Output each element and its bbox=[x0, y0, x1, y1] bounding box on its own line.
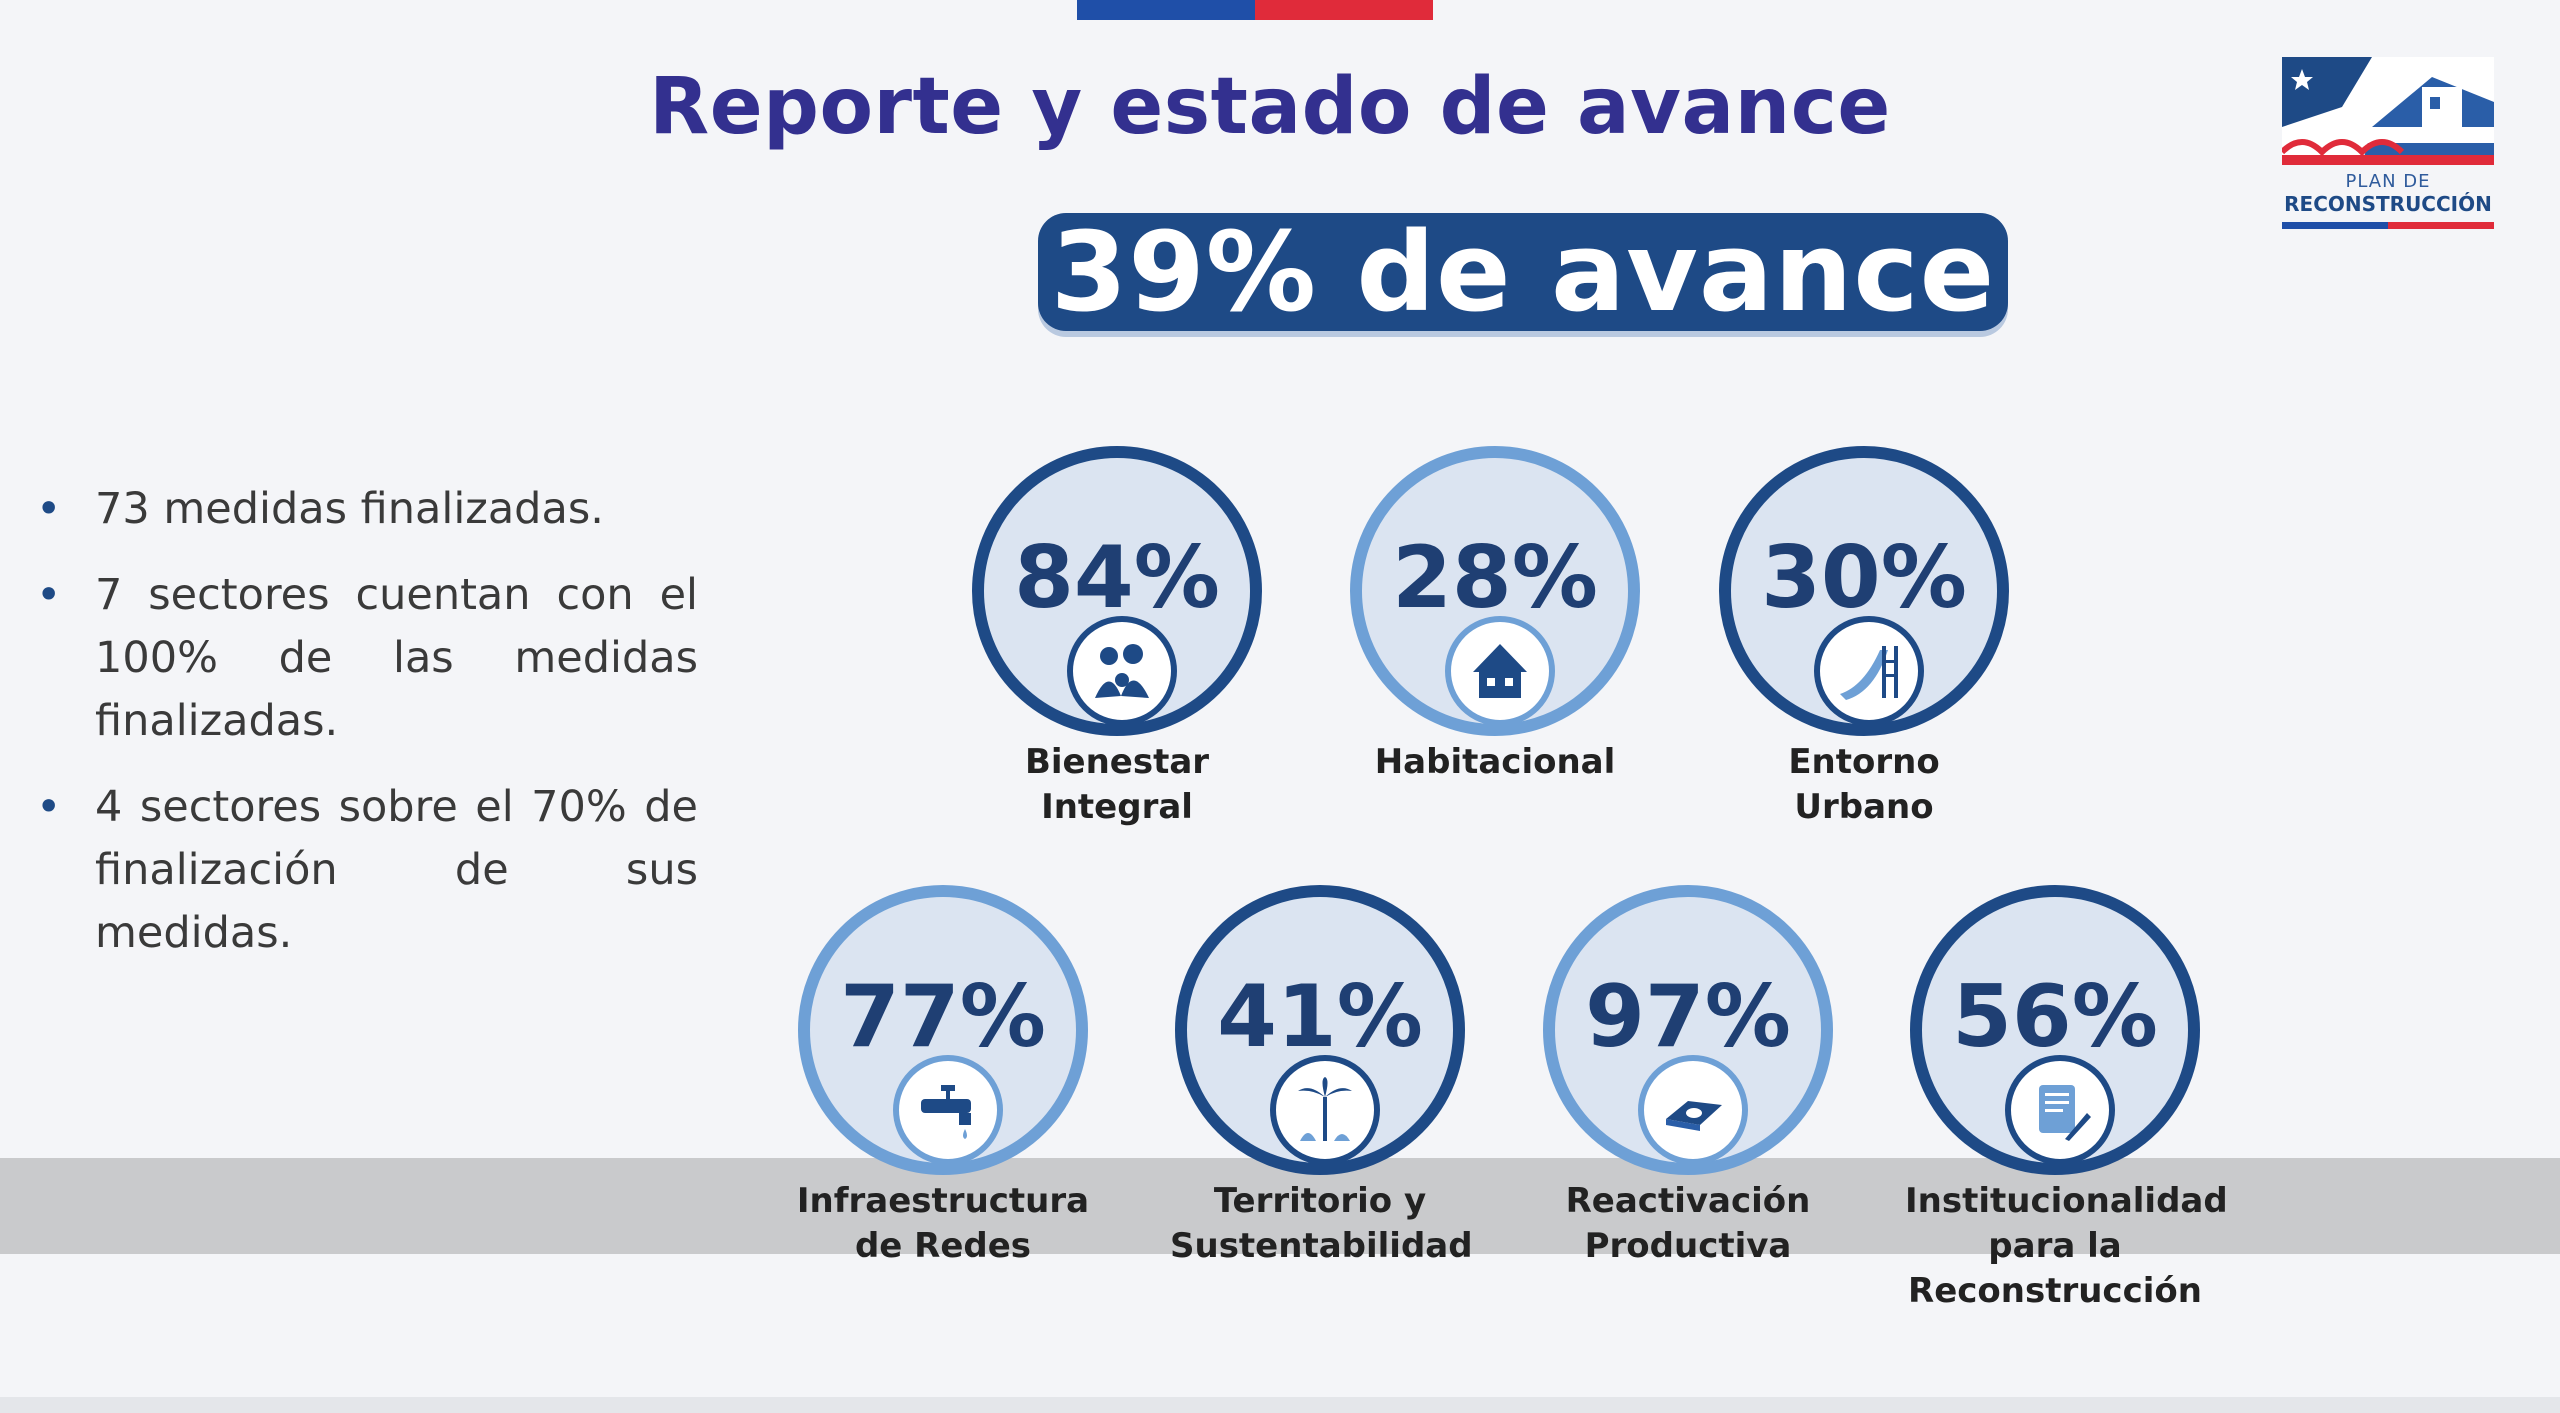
reconstruction-logo-icon bbox=[2279, 57, 2494, 165]
bottom-edge bbox=[0, 1397, 2560, 1413]
overall-progress-banner: 39% de avance bbox=[1038, 208, 2008, 336]
progress-circle: 30% bbox=[1719, 446, 2009, 736]
sector-percent: 77% bbox=[840, 967, 1046, 1067]
sector-label: Institucionalidad para la Reconstrucción bbox=[1905, 1181, 2228, 1311]
faucet-icon bbox=[893, 1055, 1003, 1165]
sector-percent: 41% bbox=[1217, 967, 1423, 1067]
logo-line-2: RECONSTRUCCIÓN bbox=[2284, 192, 2492, 216]
flag-blue-segment bbox=[1077, 0, 1255, 20]
progress-circle: 97% bbox=[1543, 885, 1833, 1175]
house-icon bbox=[1445, 616, 1555, 726]
plan-logo: PLAN DE RECONSTRUCCIÓN bbox=[2279, 57, 2494, 239]
summary-bullet-list: • 73 medidas finalizadas. • 7 sectores cue… bbox=[30, 478, 698, 988]
bullet-dot-icon: • bbox=[36, 570, 62, 620]
sector-bienestar-integral: 84% Bienestar Integral bbox=[967, 446, 1267, 830]
sector-percent: 30% bbox=[1761, 528, 1967, 628]
sector-label: Territorio y Sustentabilidad bbox=[1170, 1181, 1473, 1266]
family-icon bbox=[1067, 616, 1177, 726]
top-flag-bar bbox=[1077, 0, 1433, 20]
palm-tree-icon bbox=[1270, 1055, 1380, 1165]
document-icon bbox=[2005, 1055, 2115, 1165]
sector-label: Entorno Urbano bbox=[1788, 742, 1940, 827]
logo-stripe bbox=[2282, 222, 2494, 229]
progress-circle: 84% bbox=[972, 446, 1262, 736]
money-icon bbox=[1638, 1055, 1748, 1165]
sector-percent: 84% bbox=[1014, 528, 1220, 628]
progress-circle: 28% bbox=[1350, 446, 1640, 736]
progress-circle: 77% bbox=[798, 885, 1088, 1175]
sector-label: Reactivación Productiva bbox=[1565, 1181, 1811, 1266]
sector-infraestructura-redes: 77% Infraestructura de Redes bbox=[793, 885, 1093, 1269]
bullet-item: • 4 sectores sobre el 70% de finalización… bbox=[30, 776, 698, 965]
progress-circle: 56% bbox=[1910, 885, 2200, 1175]
sector-entorno-urbano: 30% Entorno Urbano bbox=[1714, 446, 2014, 830]
bullet-item: • 7 sectores cuentan con el 100% de las m… bbox=[30, 564, 698, 753]
sector-percent: 97% bbox=[1585, 967, 1791, 1067]
sector-territorio-sustentabilidad: 41% Territorio y Sustentabilidad bbox=[1170, 885, 1473, 1269]
bullet-dot-icon: • bbox=[36, 782, 62, 832]
sector-label: Bienestar Integral bbox=[1024, 742, 1210, 827]
logo-line-1: PLAN DE bbox=[2345, 171, 2431, 192]
progress-circle: 41% bbox=[1175, 885, 1465, 1175]
sector-reactivacion-productiva: 97% Reactivación Productiva bbox=[1538, 885, 1838, 1269]
sector-percent: 56% bbox=[1952, 967, 2158, 1067]
slide-icon bbox=[1814, 616, 1924, 726]
bullet-dot-icon: • bbox=[36, 484, 62, 534]
bullet-text: 73 medidas finalizadas. bbox=[95, 484, 604, 534]
sector-percent: 28% bbox=[1392, 528, 1598, 628]
sector-habitacional: 28% Habitacional bbox=[1345, 446, 1645, 785]
flag-red-segment bbox=[1255, 0, 1433, 20]
bullet-text: 4 sectores sobre el 70% de finalización … bbox=[95, 782, 698, 958]
page-title: Reporte y estado de avance bbox=[649, 62, 1891, 152]
sector-label: Habitacional bbox=[1374, 742, 1616, 782]
video-overlay-band bbox=[0, 1158, 2560, 1254]
bullet-text: 7 sectores cuentan con el 100% de las me… bbox=[95, 570, 698, 746]
sector-institucionalidad: 56% Institucionalidad para la Reconstruc… bbox=[1905, 885, 2228, 1314]
sector-label: Infraestructura de Redes bbox=[796, 1181, 1090, 1266]
bullet-item: • 73 medidas finalizadas. bbox=[30, 478, 698, 541]
